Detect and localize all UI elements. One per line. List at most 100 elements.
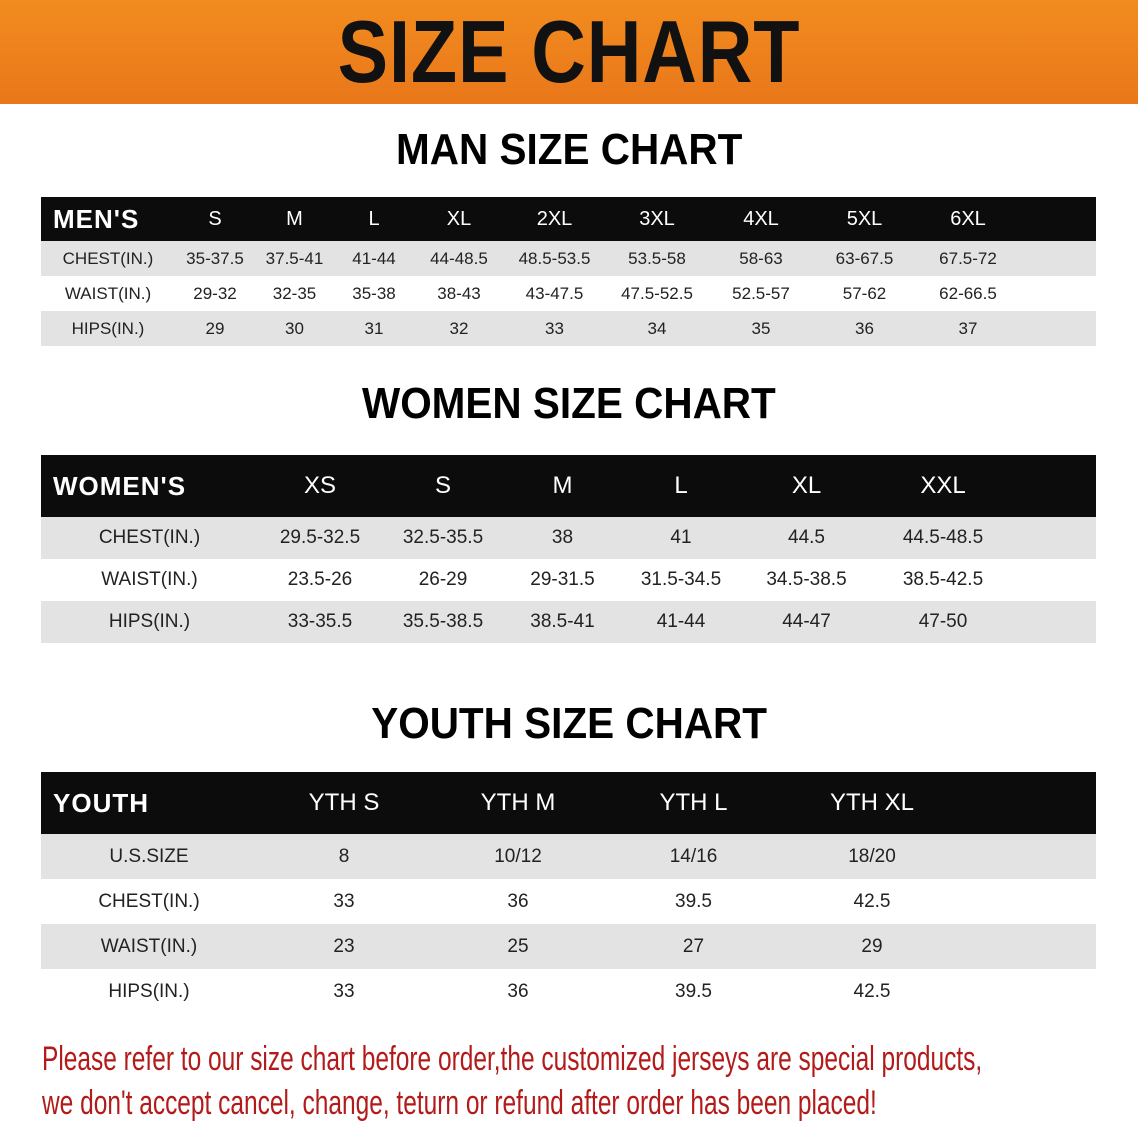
measurement-value (962, 924, 1096, 969)
size-header: XS (258, 455, 382, 517)
size-header: 4XL (709, 197, 813, 241)
measurement-value: 38.5-41 (504, 601, 621, 643)
measurement-value: 67.5-72 (916, 241, 1020, 276)
measurement-value: 38 (504, 517, 621, 559)
measurement-value: 31 (334, 311, 414, 346)
measurement-value: 26-29 (382, 559, 504, 601)
measurement-value: 27 (605, 924, 782, 969)
table-row: HIPS(IN.) 33 36 39.5 42.5 (41, 969, 1096, 1014)
men-table-label: MEN'S (41, 197, 175, 241)
table-row: U.S.SIZE 8 10/12 14/16 18/20 (41, 834, 1096, 879)
measurement-value (1014, 601, 1096, 643)
men-size-table: MEN'S S M L XL 2XL 3XL 4XL 5XL 6XL CHEST(IN.) 35-37… (41, 197, 1096, 346)
measurement-label: WAIST(IN.) (41, 924, 257, 969)
measurement-value: 62-66.5 (916, 276, 1020, 311)
measurement-value: 33-35.5 (258, 601, 382, 643)
size-header: S (382, 455, 504, 517)
measurement-value: 32.5-35.5 (382, 517, 504, 559)
measurement-value (962, 834, 1096, 879)
measurement-value: 42.5 (782, 879, 962, 924)
table-row: HIPS(IN.) 29 30 31 32 33 34 35 36 37 (41, 311, 1096, 346)
size-header: 2XL (504, 197, 605, 241)
women-section-title: WOMEN SIZE CHART (0, 382, 1138, 426)
measurement-value: 57-62 (813, 276, 916, 311)
size-header: L (621, 455, 741, 517)
table-row: WAIST(IN.) 23.5-26 26-29 29-31.5 31.5-34.5 34… (41, 559, 1096, 601)
measurement-value: 35-37.5 (175, 241, 255, 276)
measurement-value: 41 (621, 517, 741, 559)
measurement-label: CHEST(IN.) (41, 517, 258, 559)
measurement-value (1020, 276, 1096, 311)
size-header (1014, 455, 1096, 517)
measurement-value: 29 (175, 311, 255, 346)
measurement-value (1014, 517, 1096, 559)
measurement-value: 47.5-52.5 (605, 276, 709, 311)
measurement-value: 47-50 (872, 601, 1014, 643)
measurement-label: HIPS(IN.) (41, 969, 257, 1014)
size-header: M (504, 455, 621, 517)
measurement-value: 36 (431, 879, 605, 924)
measurement-value: 44.5 (741, 517, 872, 559)
measurement-label: HIPS(IN.) (41, 601, 258, 643)
notice-line-2: we don't accept cancel, change, teturn o… (42, 1084, 877, 1122)
measurement-value: 33 (257, 879, 431, 924)
youth-header-row: YOUTH YTH S YTH M YTH L YTH XL (41, 772, 1096, 834)
measurement-value: 36 (813, 311, 916, 346)
women-size-table: WOMEN'S XS S M L XL XXL CHEST(IN.) 29.5-32.5 32.5… (41, 455, 1096, 643)
women-header-row: WOMEN'S XS S M L XL XXL (41, 455, 1096, 517)
measurement-value: 29.5-32.5 (258, 517, 382, 559)
measurement-value: 23.5-26 (258, 559, 382, 601)
size-header: S (175, 197, 255, 241)
size-header: XL (741, 455, 872, 517)
measurement-value: 35.5-38.5 (382, 601, 504, 643)
youth-section-title: YOUTH SIZE CHART (0, 702, 1138, 746)
measurement-value (1014, 559, 1096, 601)
measurement-value: 41-44 (621, 601, 741, 643)
measurement-value: 23 (257, 924, 431, 969)
measurement-value: 29 (782, 924, 962, 969)
measurement-value: 37 (916, 311, 1020, 346)
table-row: CHEST(IN.) 29.5-32.5 32.5-35.5 38 41 44.5 44.5… (41, 517, 1096, 559)
size-header: M (255, 197, 334, 241)
youth-section-title-text: YOUTH SIZE CHART (371, 699, 767, 748)
size-header: XXL (872, 455, 1014, 517)
measurement-value: 42.5 (782, 969, 962, 1014)
measurement-value: 41-44 (334, 241, 414, 276)
measurement-value (1020, 311, 1096, 346)
size-header: YTH XL (782, 772, 962, 834)
notice-line-1: Please refer to our size chart before or… (42, 1040, 983, 1078)
table-row: CHEST(IN.) 35-37.5 37.5-41 41-44 44-48.5 48.5… (41, 241, 1096, 276)
table-row: WAIST(IN.) 23 25 27 29 (41, 924, 1096, 969)
measurement-label: U.S.SIZE (41, 834, 257, 879)
measurement-value: 39.5 (605, 879, 782, 924)
men-section-title: MAN SIZE CHART (0, 128, 1138, 172)
men-section-title-text: MAN SIZE CHART (395, 125, 743, 174)
women-table-label: WOMEN'S (41, 455, 258, 517)
size-header: 6XL (916, 197, 1020, 241)
measurement-value: 44-48.5 (414, 241, 504, 276)
measurement-value: 38.5-42.5 (872, 559, 1014, 601)
size-chart-banner: SIZE CHART (0, 0, 1138, 104)
measurement-value: 30 (255, 311, 334, 346)
size-header: L (334, 197, 414, 241)
measurement-value: 37.5-41 (255, 241, 334, 276)
measurement-value: 32 (414, 311, 504, 346)
measurement-value: 52.5-57 (709, 276, 813, 311)
measurement-value: 35-38 (334, 276, 414, 311)
size-header: 5XL (813, 197, 916, 241)
youth-size-table: YOUTH YTH S YTH M YTH L YTH XL U.S.SIZE 8 10/12… (41, 772, 1096, 1014)
table-row: HIPS(IN.) 33-35.5 35.5-38.5 38.5-41 41-44 44-… (41, 601, 1096, 643)
measurement-value: 31.5-34.5 (621, 559, 741, 601)
measurement-value: 36 (431, 969, 605, 1014)
measurement-value: 10/12 (431, 834, 605, 879)
measurement-value: 8 (257, 834, 431, 879)
measurement-label: WAIST(IN.) (41, 276, 175, 311)
measurement-value: 39.5 (605, 969, 782, 1014)
measurement-value (1020, 241, 1096, 276)
men-header-row: MEN'S S M L XL 2XL 3XL 4XL 5XL 6XL (41, 197, 1096, 241)
measurement-value: 63-67.5 (813, 241, 916, 276)
measurement-value: 44.5-48.5 (872, 517, 1014, 559)
measurement-value (962, 879, 1096, 924)
measurement-value: 18/20 (782, 834, 962, 879)
table-row: CHEST(IN.) 33 36 39.5 42.5 (41, 879, 1096, 924)
